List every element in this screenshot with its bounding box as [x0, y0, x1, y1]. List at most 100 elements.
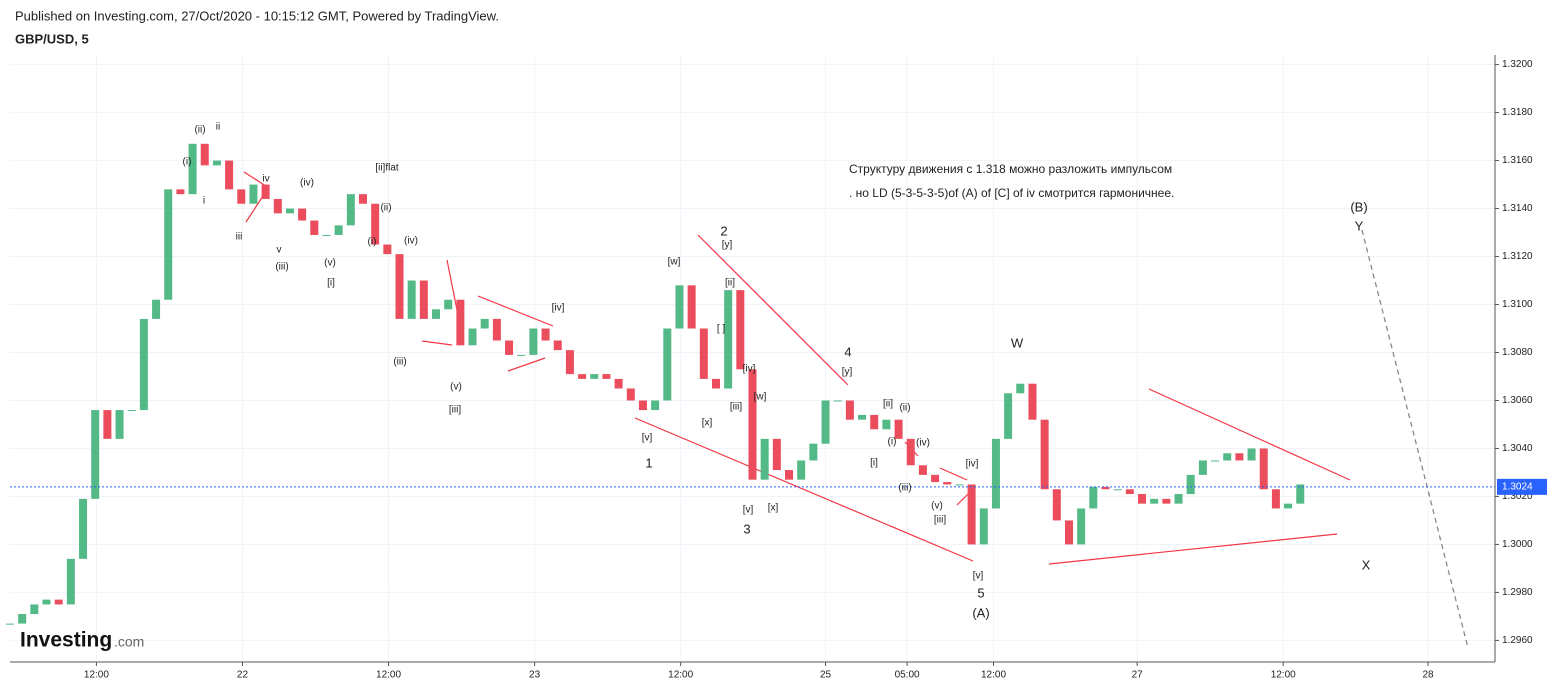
candle: [1138, 494, 1147, 504]
candle: [456, 299, 465, 346]
wave-label: X: [1362, 557, 1371, 572]
candle: [152, 299, 161, 319]
candle: [1089, 486, 1098, 509]
candle: [1235, 453, 1244, 461]
candle: [785, 470, 794, 480]
candle: [200, 143, 209, 166]
wave-label: Y: [1355, 218, 1364, 233]
candle: [1259, 448, 1268, 490]
candle: [79, 498, 88, 559]
y-tick-label: 1.3060: [1502, 395, 1533, 406]
candle: [809, 443, 818, 461]
candle: [638, 400, 647, 411]
wave-label: (iv): [916, 438, 930, 449]
candle: [285, 208, 294, 214]
candle: [578, 374, 587, 379]
candle: [1186, 474, 1195, 495]
y-tick-label: 1.2980: [1502, 587, 1533, 598]
candle: [419, 280, 428, 319]
trendline: [243, 171, 267, 187]
candle: [1211, 460, 1220, 462]
candle: [1113, 489, 1122, 491]
wave-label: [ii]flat: [375, 163, 399, 174]
candle: [1028, 383, 1037, 420]
candle: [212, 160, 221, 166]
y-tick-label: 1.3120: [1502, 251, 1533, 262]
wave-label: [i]: [870, 458, 878, 469]
candle: [1040, 419, 1049, 490]
wave-label: [ii]: [883, 399, 893, 410]
x-tick-label: 12:00: [84, 670, 109, 681]
candle: [1247, 448, 1256, 461]
trendline: [1048, 533, 1338, 565]
chart-subtitle: Published on Investing.com, 27/Oct/2020 …: [15, 8, 499, 23]
plot: 1.3200 1.3180 1.3160 1.3140 1.3120 1.3100 1.30…: [6, 55, 1547, 681]
y-tick-label: 1.3140: [1502, 203, 1533, 214]
x-tick-label: 12:00: [668, 670, 693, 681]
y-tick-label: 1.2960: [1502, 635, 1533, 646]
candle: [918, 465, 927, 475]
candle: [492, 318, 501, 341]
wave-label: 1: [645, 455, 652, 470]
wave-label: (v): [450, 382, 462, 393]
candle: [614, 378, 623, 389]
y-tick-label: 1.3100: [1502, 299, 1533, 310]
candle: [882, 419, 891, 430]
wave-label: [w]: [754, 392, 767, 403]
candle: [699, 328, 708, 379]
candle: [590, 374, 599, 379]
candle: [383, 244, 392, 255]
trendline: [421, 340, 453, 346]
wave-label: [iii]: [730, 402, 742, 413]
candle: [894, 419, 903, 439]
wave-label: [i]: [327, 278, 335, 289]
wave-label: (iii): [393, 357, 406, 368]
candle: [870, 414, 879, 430]
candle: [736, 290, 745, 370]
x-tick-label: 22: [237, 670, 249, 681]
wave-label: (v): [931, 501, 943, 512]
candle: [663, 328, 672, 401]
candle: [505, 340, 514, 355]
candle: [979, 508, 988, 545]
wave-label: [v]: [743, 505, 754, 516]
candle: [42, 599, 51, 605]
x-tick-label: 23: [529, 670, 541, 681]
wave-label: (i): [183, 157, 192, 168]
candle: [6, 623, 14, 625]
wave-label: [v]: [973, 571, 984, 582]
candle: [1174, 494, 1183, 504]
wave-label: (ii): [380, 203, 391, 214]
candle: [651, 400, 660, 411]
wave-label: W: [1011, 335, 1024, 350]
x-tick-label: 12:00: [981, 670, 1006, 681]
candle: [797, 460, 806, 480]
wave-label: [ii]: [725, 278, 735, 289]
wave-label: (B): [1350, 199, 1367, 214]
wave-label: 2: [720, 223, 727, 238]
y-tick-label: 1.3180: [1502, 107, 1533, 118]
candle: [1198, 460, 1207, 475]
y-tick-label: 1.3200: [1502, 59, 1533, 70]
candle: [1052, 489, 1061, 521]
candle: [906, 438, 915, 466]
wave-label: [x]: [768, 503, 779, 514]
candle: [115, 410, 124, 439]
candle: [675, 285, 684, 329]
candle: [273, 198, 282, 214]
candle: [91, 410, 100, 499]
wave-label: [w]: [668, 257, 681, 268]
candle: [1150, 498, 1159, 504]
logo-name: Investing: [20, 629, 112, 652]
candle: [943, 482, 952, 485]
wave-label: (iii): [275, 262, 288, 273]
y-tick-label: 1.3080: [1502, 347, 1533, 358]
candle: [298, 208, 307, 221]
candle: [395, 254, 404, 319]
candle: [1271, 489, 1280, 509]
candle: [821, 400, 830, 444]
candle: [54, 599, 63, 605]
wave-label: (i): [888, 437, 897, 448]
trendline: [634, 417, 974, 562]
candle: [139, 318, 148, 411]
